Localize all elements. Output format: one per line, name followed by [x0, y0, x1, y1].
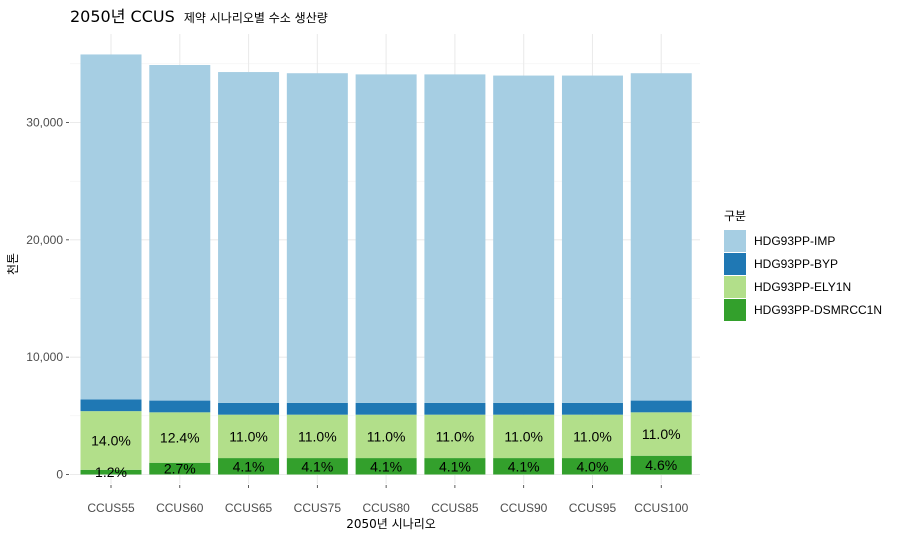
bar-hdg93pp-dsmrcc1n-ccus65 — [218, 458, 280, 475]
x-axis: CCUS55 CCUS60 CCUS65 CCUS75 CCUS80 CCUS85 CCUS… — [87, 485, 689, 515]
y-tick-label: 20,000 — [26, 233, 63, 247]
bar-hdg93pp-dsmrcc1n-ccus55 — [80, 469, 142, 475]
bar-hdg93pp-ely1n-ccus95 — [561, 414, 623, 459]
bar-hdg93pp-byp-ccus95 — [561, 402, 623, 415]
legend-swatch — [724, 299, 746, 321]
x-tick-label: CCUS55 — [87, 501, 135, 515]
x-tick-label: CCUS85 — [431, 501, 479, 515]
data-label: 4.1% — [439, 458, 471, 474]
y-tick-label: 30,000 — [26, 116, 63, 130]
legend: 구분 HDG93PP-IMP HDG93PP-BYP HDG93PP-ELY1N HD… — [724, 209, 882, 321]
bar-hdg93pp-dsmrcc1n-ccus90 — [493, 458, 555, 475]
bar-hdg93pp-byp-ccus80 — [355, 402, 417, 415]
bar-hdg93pp-byp-ccus55 — [80, 399, 142, 412]
bar-hdg93pp-imp-ccus90 — [493, 75, 555, 403]
bar-hdg93pp-dsmrcc1n-ccus80 — [355, 458, 417, 475]
bar-hdg93pp-imp-ccus60 — [149, 65, 211, 401]
bar-hdg93pp-ely1n-ccus65 — [218, 414, 280, 459]
data-label: 11.0% — [573, 428, 612, 444]
bar-hdg93pp-ely1n-ccus55 — [80, 411, 142, 470]
bar-hdg93pp-dsmrcc1n-ccus60 — [149, 462, 211, 475]
bar-hdg93pp-byp-ccus100 — [630, 400, 692, 413]
data-label: 11.0% — [229, 428, 268, 444]
legend-label: HDG93PP-IMP — [754, 234, 835, 248]
legend-label: HDG93PP-BYP — [754, 257, 838, 271]
bars — [80, 54, 692, 475]
chart-title-main: 2050년 CCUS — [70, 7, 175, 26]
y-tick-label: 10,000 — [26, 350, 63, 364]
bar-hdg93pp-imp-ccus95 — [561, 75, 623, 403]
bar-hdg93pp-byp-ccus60 — [149, 400, 211, 413]
data-label: 11.0% — [367, 428, 406, 444]
bar-hdg93pp-dsmrcc1n-ccus95 — [561, 458, 623, 475]
bar-hdg93pp-imp-ccus55 — [80, 54, 142, 400]
x-tick-label: CCUS95 — [569, 501, 617, 515]
data-label: 11.0% — [298, 428, 337, 444]
bar-hdg93pp-ely1n-ccus60 — [149, 412, 211, 463]
data-label: 1.2% — [95, 464, 127, 480]
x-tick-label: CCUS75 — [294, 501, 342, 515]
x-tick-label: CCUS90 — [500, 501, 548, 515]
bar-hdg93pp-dsmrcc1n-ccus75 — [286, 458, 348, 475]
data-label: 12.4% — [160, 430, 200, 446]
bar-hdg93pp-dsmrcc1n-ccus100 — [630, 455, 692, 475]
data-label: 4.1% — [370, 458, 402, 474]
legend-label: HDG93PP-DSMRCC1N — [754, 303, 882, 317]
data-label: 14.0% — [91, 432, 131, 448]
y-axis-title: 천톤 — [5, 253, 20, 275]
x-tick-label: CCUS100 — [634, 501, 688, 515]
data-label: 11.0% — [504, 428, 543, 444]
data-label: 2.7% — [164, 461, 196, 477]
bar-hdg93pp-ely1n-ccus85 — [424, 414, 486, 459]
x-axis-title: 2050년 시나리오 — [346, 517, 436, 531]
legend-label: HDG93PP-ELY1N — [754, 280, 851, 294]
bar-hdg93pp-imp-ccus65 — [218, 72, 280, 403]
bar-hdg93pp-imp-ccus85 — [424, 74, 486, 403]
bar-hdg93pp-dsmrcc1n-ccus85 — [424, 458, 486, 475]
chart-title-sub: 제약 시나리오별 수소 생산량 — [184, 10, 328, 25]
x-tick-label: CCUS80 — [362, 501, 410, 515]
bar-hdg93pp-ely1n-ccus75 — [286, 414, 348, 459]
legend-title: 구분 — [724, 209, 746, 223]
x-tick-label: CCUS65 — [225, 501, 273, 515]
data-label: 4.0% — [576, 458, 608, 474]
legend-swatch — [724, 230, 746, 252]
data-label: 4.1% — [233, 458, 265, 474]
y-tick-label: 0 — [56, 468, 63, 482]
bar-hdg93pp-byp-ccus75 — [286, 402, 348, 415]
bar-hdg93pp-byp-ccus85 — [424, 402, 486, 415]
bar-hdg93pp-imp-ccus100 — [630, 73, 692, 401]
data-label: 4.1% — [301, 458, 333, 474]
legend-swatch — [724, 253, 746, 275]
bar-hdg93pp-ely1n-ccus90 — [493, 414, 555, 459]
x-tick-label: CCUS60 — [156, 501, 204, 515]
bar-hdg93pp-byp-ccus65 — [218, 402, 280, 415]
y-axis: 0 10,000 20,000 30,000 — [26, 116, 69, 482]
bar-hdg93pp-ely1n-ccus80 — [355, 414, 417, 459]
bar-hdg93pp-imp-ccus80 — [355, 74, 417, 403]
bar-hdg93pp-ely1n-ccus100 — [630, 412, 692, 456]
legend-swatch — [724, 276, 746, 298]
data-labels: 1.2% 14.0% 2.7% 12.4% 4.1% 11.0% 4.1% 11.0% 4.1%… — [91, 426, 680, 480]
data-label: 4.6% — [645, 457, 677, 473]
data-label: 11.0% — [642, 426, 681, 442]
data-label: 4.1% — [508, 458, 540, 474]
bar-hdg93pp-imp-ccus75 — [286, 73, 348, 403]
data-label: 11.0% — [436, 428, 475, 444]
chart-title: 2050년 CCUS 제약 시나리오별 수소 생산량 — [70, 7, 328, 26]
bar-hdg93pp-byp-ccus90 — [493, 402, 555, 415]
